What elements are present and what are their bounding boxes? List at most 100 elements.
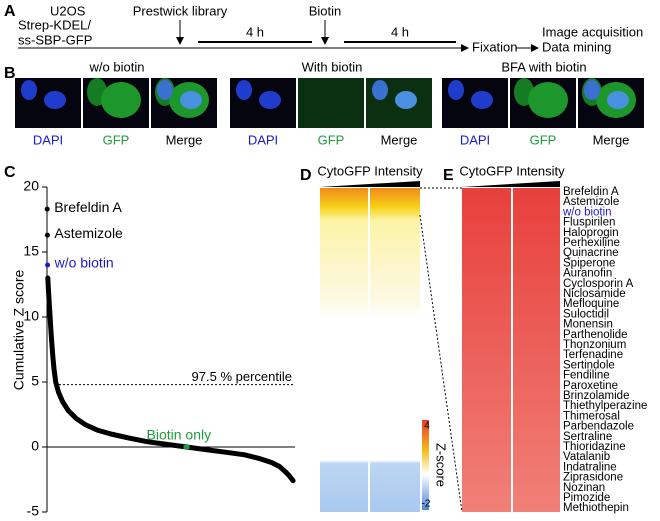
colorbar-tick: -2 [422,499,431,510]
nucleus [236,80,252,100]
annotation: w/o biotin [54,255,114,271]
wedge [462,181,560,187]
wedge [320,181,420,187]
nucleus [607,91,629,109]
micrograph: Merge [151,78,217,147]
micrograph: Merge [366,78,432,147]
channel-label: Merge [593,132,630,147]
condition-label: BFA with biotin [501,59,586,74]
compound-name: w/o biotin [562,206,612,218]
compound-name: Perhexiline [563,237,620,249]
gfp [528,82,568,118]
micrograph: DAPI [15,78,81,147]
zoom-line [419,214,463,513]
panel-label: B [4,65,16,82]
y-tick-label: 15 [23,243,39,259]
compound-name: Paroxetine [563,380,618,392]
compound-name: Pimozide [563,492,610,504]
nucleus [395,91,417,109]
gfp [87,78,107,106]
highlight-point [44,206,50,212]
end-step: Fixation [472,39,518,54]
compound-name: Suloctidil [563,308,609,320]
y-axis-label: Cumulative Z score [11,269,27,390]
panel-label: C [4,164,16,181]
compound-name: Thonzonium [563,339,626,351]
annotation: Astemizole [54,225,123,241]
compound-name: Thimerosal [563,410,620,422]
duration: 4 h [391,24,409,39]
channel-label: DAPI [33,132,63,147]
channel-label: GFP [530,132,557,147]
channel-label: DAPI [460,132,490,147]
compound-name: Quinacrine [563,247,619,259]
duration: 4 h [246,24,264,39]
compound-name: Methiothepin [563,502,629,514]
heatmap-header: CytoGFP Intensity [317,163,423,178]
compound-name: Sertraline [563,431,612,443]
step: Biotin [309,3,342,18]
cell-line: ss-SBP-GFP [18,32,92,47]
highlight-point [45,262,51,268]
compound-name: Haloprogin [563,227,619,239]
channel-label: DAPI [248,132,278,147]
nucleus [157,80,173,100]
annotation: Brefeldin A [54,199,122,215]
compound-name: Terfenadine [563,349,623,361]
compound-name: Vatalanib [563,451,610,463]
compound-name: Brefeldin A [563,186,619,198]
nucleus [21,80,37,100]
micrograph: DAPI [442,78,508,147]
compound-name: Sertindole [563,359,615,371]
channel-label: GFP [318,132,345,147]
output: Image acquisition [542,24,643,39]
output: Data mining [542,39,611,54]
cell-line: U2OS [50,3,86,18]
cell-line: Strep-KDEL/ [18,17,91,32]
micrograph: DAPI [230,78,296,147]
compound-name: Monensin [563,319,613,331]
y-tick-label: 10 [23,308,39,324]
heatmap-header: CytoGFP Intensity [459,163,565,178]
nucleus [448,80,464,100]
nucleus [584,80,600,100]
compound-name: Parthenolide [563,329,628,341]
compound-name: Nozinan [563,482,605,494]
nucleus [471,91,493,109]
nucleus [259,91,281,109]
gfp [514,78,534,106]
compound-name: Fluspirilen [563,217,615,229]
highlight-point [44,232,50,238]
micrograph: Merge [578,78,644,147]
panel-label: A [4,3,16,20]
threshold-label: 97.5 % percentile [192,369,292,384]
channel-label: Merge [166,132,203,147]
micrograph: GFP [510,78,576,147]
compound-name: Parbendazole [563,421,634,433]
gfp [298,78,364,128]
compound-name: Indatraline [563,461,617,473]
compound-name: Niclosamide [563,288,626,300]
channel-label: Merge [381,132,418,147]
compound-name: Mefloquine [563,298,619,310]
condition-label: With biotin [302,59,363,74]
compound-name: Thiethylperazine [563,400,647,412]
gfp [101,82,141,118]
panel-label: D [300,167,312,184]
chart: -5 0 5 10 15 20 97.5 % percentile Brefeldin A As… [23,178,296,519]
compound-name: Spiperone [563,257,615,269]
y-tick-label: 5 [31,373,39,389]
nucleus [180,91,202,109]
micrograph: GFP [83,78,149,147]
step: Prestwick library [133,3,228,18]
compound-name: Ziprasidone [563,472,623,484]
compound-name: Fendiline [563,370,610,382]
channel-label: GFP [103,132,130,147]
annotation: Biotin only [147,427,212,443]
compound-name: Thioridazine [563,441,626,453]
colorbar-tick: 4 [424,421,430,432]
highlight-point [183,445,190,449]
compound-name: Cyclosporin A [563,278,634,290]
y-tick-label: 20 [23,178,39,194]
compound-name: Auranofin [563,268,612,280]
